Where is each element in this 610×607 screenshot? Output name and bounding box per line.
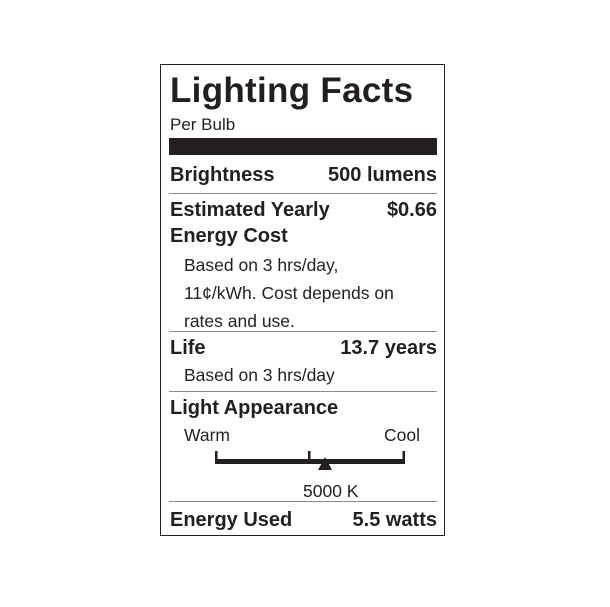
lighting-facts-label: Lighting Facts Per Bulb Brightness 500 l… (160, 64, 445, 536)
cost-note-line: 11¢/kWh. Cost depends on (184, 283, 394, 303)
cost-value: $0.66 (386, 199, 437, 221)
divider (169, 331, 437, 332)
divider (169, 193, 437, 194)
warm-label: Warm (184, 425, 231, 445)
life-label: Life (170, 337, 206, 359)
cost-label-line2: Energy Cost (170, 225, 288, 247)
header-bar (169, 138, 437, 155)
life-value: 13.7 years (340, 337, 437, 359)
color-temperature-scale (215, 451, 405, 470)
label-title: Lighting Facts (170, 71, 414, 110)
brightness-label: Brightness (170, 164, 275, 186)
scale-tick (308, 451, 311, 464)
life-note: Based on 3 hrs/day (184, 365, 335, 385)
appearance-label: Light Appearance (170, 397, 339, 419)
cost-label-line1: Estimated Yearly (170, 199, 330, 221)
divider (169, 391, 437, 392)
cost-note-line: Based on 3 hrs/day, (184, 255, 339, 275)
appearance-value: 5000 K (303, 481, 359, 501)
brightness-value: 500 lumens (328, 164, 437, 186)
energy-label: Energy Used (170, 509, 293, 531)
scale-tick (402, 451, 405, 464)
scale-tick (215, 451, 218, 464)
temperature-marker (318, 457, 333, 470)
energy-value: 5.5 watts (352, 509, 437, 531)
cool-label: Cool (384, 425, 420, 445)
cost-note-line: rates and use. (184, 311, 295, 331)
label-subtitle: Per Bulb (170, 115, 236, 134)
divider (169, 501, 437, 502)
